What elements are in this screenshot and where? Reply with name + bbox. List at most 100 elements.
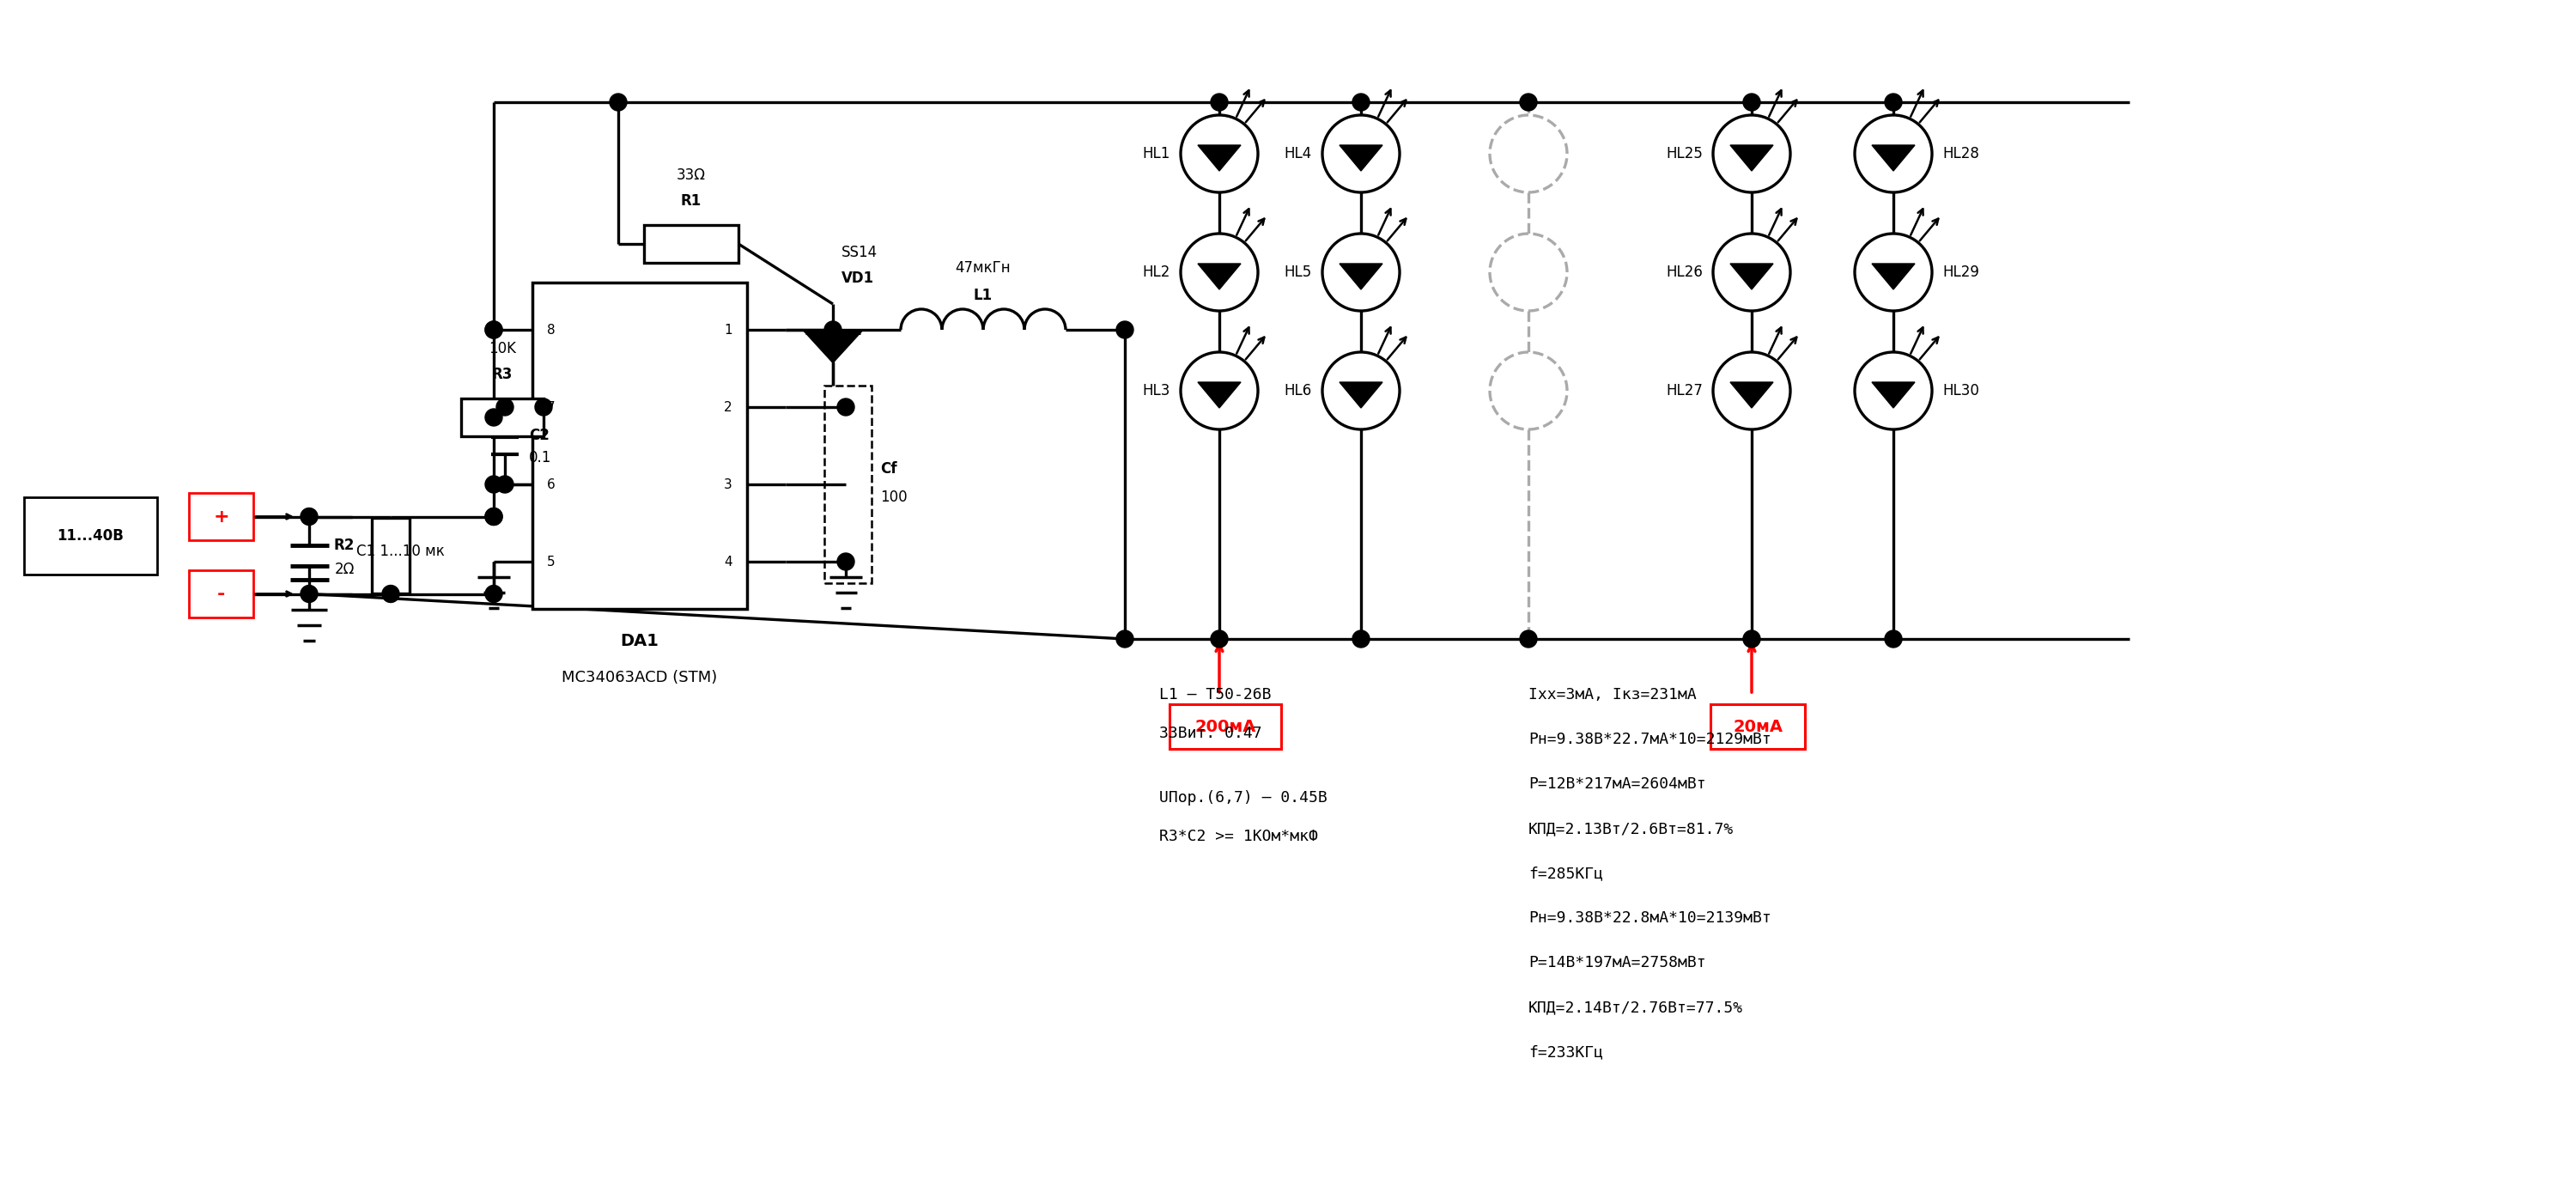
Circle shape [1886,630,1901,648]
Text: 7: 7 [546,401,556,413]
Circle shape [1489,116,1566,192]
Circle shape [1855,234,1932,310]
Circle shape [301,585,317,603]
Text: Cf: Cf [881,461,896,477]
Circle shape [1180,352,1257,430]
Bar [188,570,252,617]
Circle shape [611,93,626,111]
Circle shape [1713,352,1790,430]
Text: HL29: HL29 [1942,264,1978,280]
Text: 0.1: 0.1 [528,450,551,465]
Text: 33Ω: 33Ω [677,168,706,183]
Text: 5: 5 [546,556,556,568]
Circle shape [484,321,502,339]
Polygon shape [1873,382,1914,408]
Text: R3*C2 >= 1КОм*мкФ: R3*C2 >= 1КОм*мкФ [1159,828,1319,844]
Circle shape [1211,93,1229,111]
Polygon shape [1873,263,1914,289]
Polygon shape [1873,145,1914,171]
Text: HL1: HL1 [1144,146,1170,162]
Circle shape [1520,93,1538,111]
Circle shape [1115,321,1133,339]
Circle shape [497,399,513,415]
Polygon shape [1198,382,1242,408]
Text: КПД=2.13Вт/2.6Вт=81.7%: КПД=2.13Вт/2.6Вт=81.7% [1528,821,1734,837]
Polygon shape [806,332,860,362]
Circle shape [484,408,502,426]
Circle shape [536,399,551,415]
Text: Р=12В*217мА=2604мВт: Р=12В*217мА=2604мВт [1528,776,1705,792]
Text: HL2: HL2 [1144,264,1170,280]
Circle shape [1713,234,1790,310]
Text: 47мкГн: 47мкГн [956,261,1010,276]
Text: 11...40В: 11...40В [57,529,124,544]
Polygon shape [1340,263,1383,289]
Text: DA1: DA1 [621,634,659,650]
Polygon shape [1340,145,1383,171]
Text: 3: 3 [724,478,732,491]
Circle shape [1321,116,1399,192]
Circle shape [484,507,502,525]
Text: 4: 4 [724,556,732,568]
Circle shape [301,507,317,525]
Text: Рн=9.38В*22.7мА*10=2129мВт: Рн=9.38В*22.7мА*10=2129мВт [1528,732,1772,747]
Text: SS14: SS14 [842,244,878,261]
Text: f=285КГц: f=285КГц [1528,866,1602,881]
Bar [23,497,157,575]
Circle shape [1886,93,1901,111]
Circle shape [1744,93,1759,111]
Text: 20мА: 20мА [1734,719,1783,735]
Polygon shape [1731,382,1772,408]
Circle shape [824,321,842,339]
Text: +: + [214,507,229,525]
Circle shape [1180,116,1257,192]
Text: 200мА: 200мА [1195,719,1257,735]
Circle shape [484,321,502,339]
Text: HL26: HL26 [1667,264,1703,280]
Circle shape [1352,93,1370,111]
Text: MC34063ACD (STM): MC34063ACD (STM) [562,670,719,686]
Circle shape [1489,234,1566,310]
Text: VD1: VD1 [842,270,873,286]
Polygon shape [1731,145,1772,171]
Text: HL27: HL27 [1667,384,1703,399]
Polygon shape [1731,263,1772,289]
Text: HL5: HL5 [1285,264,1311,280]
Circle shape [837,399,855,415]
Text: 1: 1 [724,323,732,336]
Text: Р=14В*197мА=2758мВт: Р=14В*197мА=2758мВт [1528,955,1705,970]
Bar [533,282,747,609]
Text: HL30: HL30 [1942,384,1978,399]
Text: 100: 100 [881,490,907,505]
Text: C2: C2 [528,427,549,444]
Bar [1170,704,1280,749]
Text: HL4: HL4 [1285,146,1311,162]
Circle shape [1713,116,1790,192]
Bar [644,225,739,263]
Text: HL3: HL3 [1144,384,1170,399]
Polygon shape [1340,382,1383,408]
Text: R1: R1 [680,194,701,209]
Bar [1710,704,1806,749]
Circle shape [484,476,502,493]
Text: L1: L1 [974,288,992,303]
Circle shape [1180,234,1257,310]
Text: Рн=9.38В*22.8мА*10=2139мВт: Рн=9.38В*22.8мА*10=2139мВт [1528,910,1772,926]
Text: UПор.(6,7) – 0.45В: UПор.(6,7) – 0.45В [1159,791,1327,806]
Circle shape [381,585,399,603]
Text: 8: 8 [546,323,556,336]
Text: 6: 6 [546,478,556,491]
Text: -: - [216,585,224,603]
Circle shape [1321,352,1399,430]
Circle shape [1489,352,1566,430]
Bar [188,493,252,540]
Bar [371,518,410,594]
Circle shape [1321,234,1399,310]
Polygon shape [1198,145,1242,171]
Text: C1 1...10 мк: C1 1...10 мк [355,543,446,558]
Circle shape [484,507,502,525]
Circle shape [1855,116,1932,192]
Text: Iхх=3мА, Iкз=231мА: Iхх=3мА, Iкз=231мА [1528,687,1698,702]
Circle shape [484,585,502,603]
Text: 2: 2 [724,401,732,413]
